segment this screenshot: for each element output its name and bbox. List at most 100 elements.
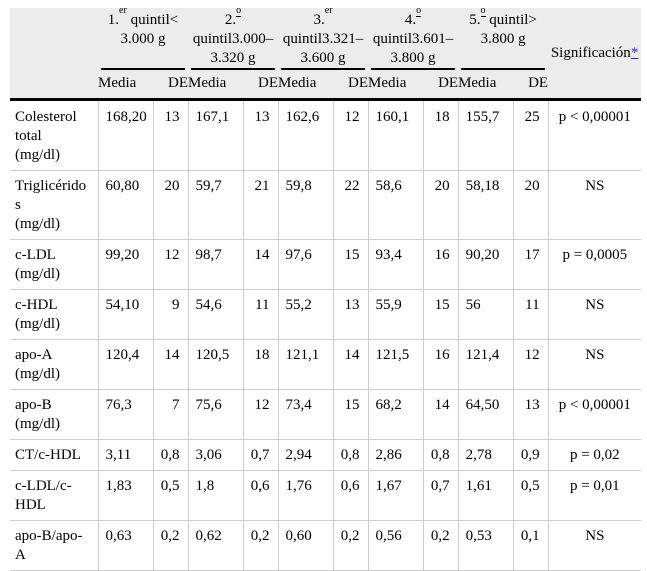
quintile-1-header: 1.er quintil< 3.000 g: [98, 5, 189, 70]
de-subheader: DE: [423, 70, 459, 101]
table-row: c-HDL (mg/dl) 54,10 9 54,6 11 55,2 13 55,9 15 56 1…: [10, 289, 642, 340]
row-label: Triglicéridos (mg/dl): [10, 170, 98, 240]
quintile-3-ordinal: 3.: [313, 12, 325, 28]
significance-value: NS: [547, 289, 642, 340]
quintile-2-ordinal: 2.: [224, 12, 237, 28]
media-value: 3,11: [97, 439, 153, 471]
significance-value: p = 0,02: [547, 439, 642, 471]
de-value: 20: [422, 170, 459, 240]
quintile-5-ordinal-suffix: o: [480, 5, 486, 17]
de-value: 14: [152, 339, 189, 390]
quintile-5-underline: [461, 68, 546, 70]
de-value: 13: [512, 389, 549, 440]
de-value: 0,2: [242, 520, 279, 571]
quintile-2-header: 2.o quintil3.000– 3.320 g: [188, 5, 279, 70]
de-value: 0,1: [512, 520, 549, 571]
media-value: 98,7: [187, 239, 244, 290]
quintile-1-range: 3.000 g: [120, 31, 166, 47]
de-value: 13: [242, 99, 279, 171]
de-value: 20: [512, 170, 549, 240]
significance-footnote-link[interactable]: *: [630, 44, 639, 61]
de-value: 0,6: [242, 470, 279, 521]
media-value: 1,83: [97, 470, 153, 521]
de-value: 0,6: [332, 470, 369, 521]
media-value: 55,2: [277, 289, 334, 340]
row-label: c-HDL (mg/dl): [10, 289, 98, 340]
table-row: apo-A (mg/dl) 120,4 14 120,5 18 121,1 14 121,5 1…: [10, 339, 642, 390]
media-value: 60,80: [97, 170, 153, 240]
de-value: 14: [422, 389, 459, 440]
de-value: 13: [332, 289, 369, 340]
significance-value: NS: [547, 520, 642, 571]
media-value: 0,60: [277, 520, 334, 571]
corner-header-cell: [10, 8, 98, 101]
de-value: 11: [242, 289, 279, 340]
de-value: 0,8: [332, 439, 369, 471]
quintile-5-range: 3.800 g: [480, 31, 526, 47]
media-value: 55,9: [367, 289, 424, 340]
media-value: 59,7: [187, 170, 244, 240]
de-value: 17: [512, 239, 549, 290]
de-value: 16: [422, 339, 459, 390]
de-value: 14: [242, 239, 279, 290]
de-value: 0,2: [422, 520, 459, 571]
media-subheader: Media: [278, 70, 334, 101]
row-label: apo-A (mg/dl): [10, 339, 98, 390]
de-value: 22: [332, 170, 369, 240]
table-row: Triglicéridos (mg/dl) 60,80 20 59,7 21 59,8 22…: [10, 170, 642, 240]
de-subheader: DE: [243, 70, 279, 101]
quintile-2-underline: [191, 68, 276, 70]
table-row: Colesterol total (mg/dl) 168,20 13 167,1 13 1…: [10, 99, 642, 171]
media-value: 90,20: [457, 239, 514, 290]
de-value: 20: [152, 170, 189, 240]
de-value: 0,8: [422, 439, 459, 471]
row-label: Colesterol total (mg/dl): [15, 109, 77, 163]
de-value: 0,7: [242, 439, 279, 471]
row-label: apo-B (mg/dl): [10, 389, 98, 440]
row-label: c-LDL/c- HDL: [10, 470, 98, 521]
media-value: 120,4: [97, 339, 153, 390]
de-value: 25: [512, 99, 549, 171]
quintile-1-text: quintil<: [126, 12, 179, 28]
media-value: 121,4: [457, 339, 514, 390]
de-value: 18: [422, 99, 459, 171]
de-value: 0,7: [422, 470, 459, 521]
table-row: apo-B (mg/dl) 76,3 7 75,6 12 73,4 15 68,2 14 64,5…: [10, 389, 642, 440]
de-value: 12: [332, 99, 369, 171]
media-value: 76,3: [97, 389, 153, 440]
table-row: c-LDL (mg/dl) 99,20 12 98,7 14 97,6 15 93,4 16 90…: [10, 239, 642, 290]
de-value: 0,2: [332, 520, 369, 571]
table-row: CT/c-HDL 3,11 0,8 3,06 0,7 2,94 0,8 2,86 0,8 2,78…: [10, 439, 642, 471]
quintile-3-ordinal-suffix: er: [324, 5, 333, 16]
table-row: apo-B/apo- A 0,63 0,2 0,62 0,2 0,60 0,2 0,56 0,2…: [10, 520, 642, 571]
quintile-3-header: 3.er quintil3.321– 3.600 g: [278, 5, 369, 70]
significance-value: p = 0,01: [547, 470, 642, 521]
quintile-5-header: 5.o quintil> 3.800 g: [458, 5, 549, 70]
row-label: CT/c-HDL: [10, 439, 98, 471]
de-value: 21: [242, 170, 279, 240]
media-subheader: Media: [368, 70, 424, 101]
media-value: 1,61: [457, 470, 514, 521]
de-value: 0,5: [512, 470, 549, 521]
media-value: 68,2: [367, 389, 424, 440]
de-value: 11: [512, 289, 549, 340]
quintile-4-underline: [371, 68, 456, 70]
quintile-1-ordinal-suffix: er: [119, 5, 127, 16]
quintile-2-ordinal-suffix: o: [236, 5, 242, 17]
media-value: 155,7: [457, 99, 514, 171]
media-value: 0,56: [367, 520, 424, 571]
media-subheader: Media: [188, 70, 244, 101]
row-label: c-LDL (mg/dl): [10, 239, 98, 290]
de-value: 7: [152, 389, 189, 440]
media-value: 1,76: [277, 470, 334, 521]
media-value: 73,4: [277, 389, 334, 440]
de-subheader: DE: [513, 70, 549, 101]
media-value: 59,8: [277, 170, 334, 240]
media-value: 121,1: [277, 339, 334, 390]
significance-value: p < 0,00001: [547, 389, 642, 440]
media-value: 54,6: [187, 289, 244, 340]
media-value: 1,67: [367, 470, 424, 521]
de-value: 12: [512, 339, 549, 390]
lipid-quintile-table: 1.er quintil< 3.000 g 2.o quintil3.000– …: [10, 5, 642, 571]
